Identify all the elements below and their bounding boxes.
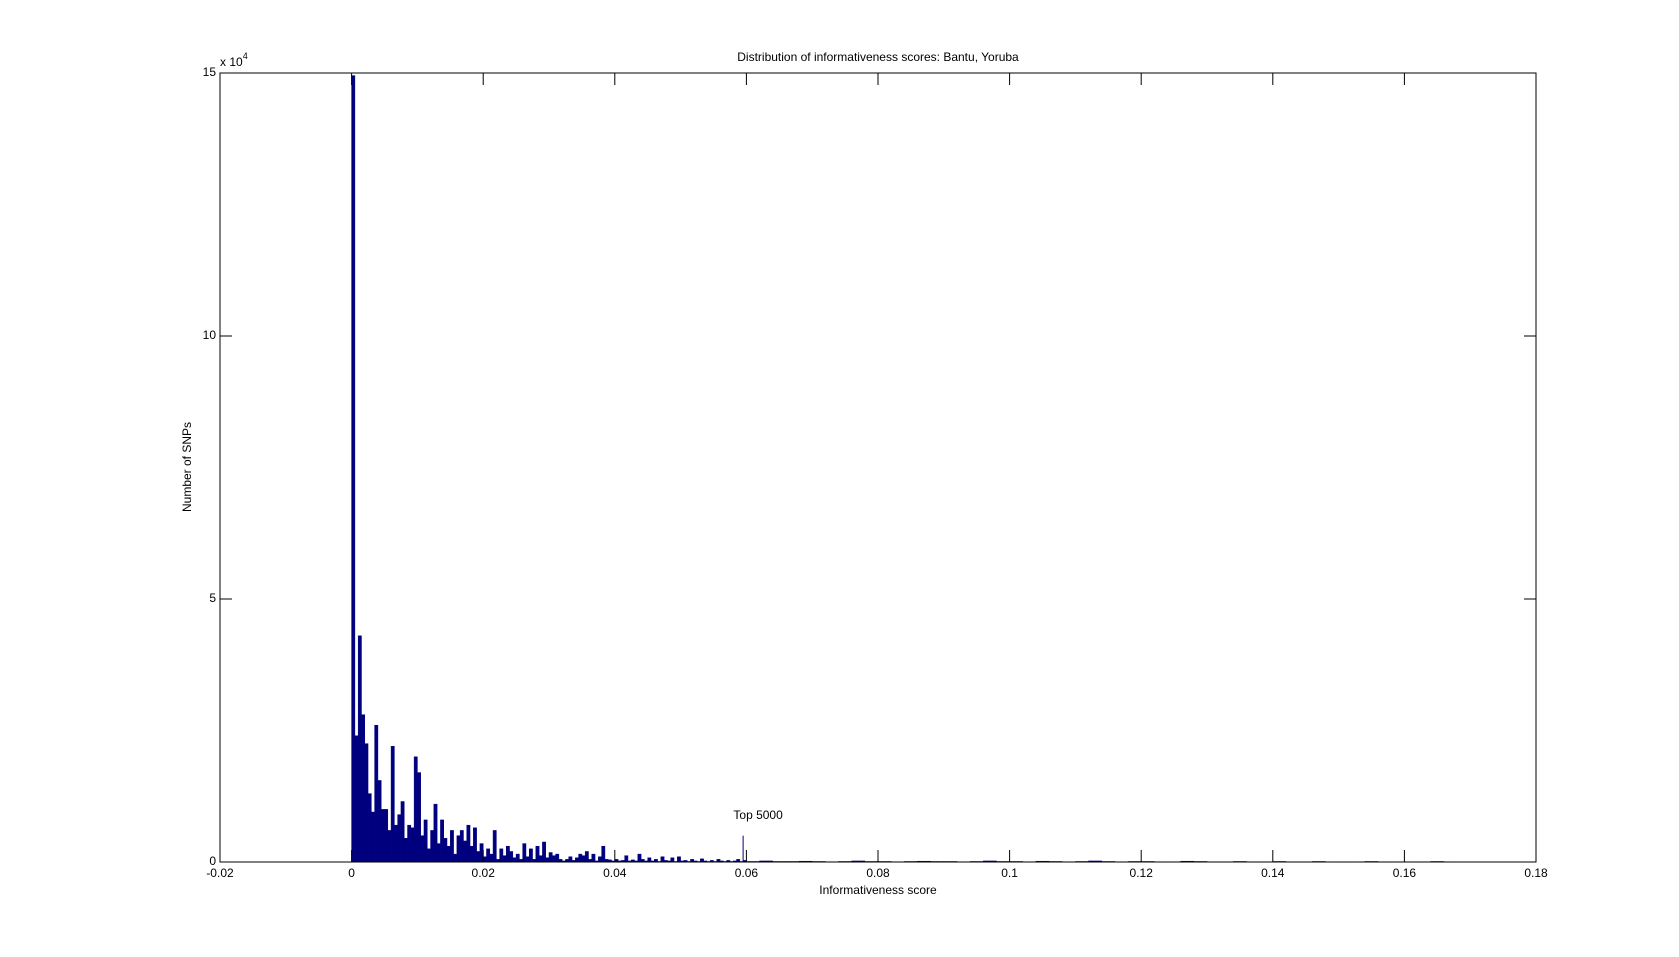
bar bbox=[542, 841, 546, 863]
bar bbox=[548, 852, 553, 863]
bar bbox=[660, 856, 665, 863]
y-tick-label: 5 bbox=[209, 591, 216, 605]
bar bbox=[637, 853, 642, 863]
bar bbox=[677, 856, 681, 863]
bar bbox=[357, 635, 362, 863]
bar bbox=[420, 835, 425, 863]
bar bbox=[552, 855, 556, 863]
bar bbox=[407, 824, 412, 863]
bar bbox=[670, 857, 675, 863]
bar bbox=[377, 780, 382, 863]
bar bbox=[499, 848, 504, 863]
x-tick-label: 0.1 bbox=[1001, 866, 1018, 880]
bar bbox=[476, 851, 481, 863]
y-tick-label: 0 bbox=[209, 854, 216, 868]
bar bbox=[410, 827, 415, 863]
bar bbox=[469, 845, 474, 863]
bar bbox=[502, 855, 507, 863]
bar bbox=[423, 819, 428, 863]
bar bbox=[529, 848, 533, 863]
bar bbox=[450, 830, 454, 863]
bar bbox=[473, 827, 477, 863]
bar bbox=[387, 830, 392, 863]
x-tick-label: 0.04 bbox=[603, 866, 627, 880]
x-tick-label: 0.08 bbox=[866, 866, 890, 880]
bar bbox=[361, 714, 366, 863]
bar bbox=[509, 851, 514, 863]
bar bbox=[433, 803, 438, 863]
bar bbox=[601, 845, 606, 863]
x-tick-label: 0.12 bbox=[1130, 866, 1154, 880]
y-exponent-power: 4 bbox=[243, 51, 248, 61]
x-tick-label: 0 bbox=[348, 866, 355, 880]
bar bbox=[390, 746, 395, 863]
bar bbox=[598, 856, 602, 863]
x-tick-label: 0.06 bbox=[735, 866, 759, 880]
bar bbox=[647, 857, 652, 863]
bar bbox=[575, 857, 579, 863]
bar bbox=[581, 855, 586, 863]
bar bbox=[584, 851, 589, 863]
chart-title: Distribution of informativeness scores: … bbox=[737, 50, 1019, 64]
y-tick-label: 10 bbox=[203, 328, 217, 342]
bar bbox=[384, 809, 389, 863]
bar bbox=[440, 819, 444, 863]
axes-box bbox=[219, 72, 1537, 863]
x-tick-label: 0.16 bbox=[1393, 866, 1417, 880]
bar bbox=[403, 838, 408, 863]
x-tick-label: 0.14 bbox=[1261, 866, 1285, 880]
bar bbox=[545, 857, 550, 863]
bar bbox=[443, 838, 448, 863]
y-tick-label: 15 bbox=[203, 65, 217, 79]
bar bbox=[624, 855, 629, 863]
bar bbox=[525, 856, 530, 863]
bar bbox=[427, 848, 431, 863]
x-tick-label: 0.18 bbox=[1524, 866, 1548, 880]
bar bbox=[568, 856, 573, 863]
x-axis-label: Informativeness score bbox=[819, 883, 937, 897]
bar bbox=[374, 724, 379, 863]
bar bbox=[456, 835, 461, 863]
bar bbox=[371, 811, 375, 863]
bar bbox=[555, 853, 560, 863]
bar bbox=[354, 735, 359, 863]
bar bbox=[446, 845, 451, 863]
bar bbox=[397, 814, 402, 863]
bar bbox=[515, 853, 520, 863]
annotation-text: Top 5000 bbox=[733, 808, 783, 822]
bar bbox=[394, 824, 398, 863]
bar bbox=[367, 793, 372, 863]
bar bbox=[466, 824, 471, 863]
bar bbox=[351, 75, 356, 863]
bar bbox=[413, 756, 418, 863]
bar bbox=[430, 830, 435, 863]
bar bbox=[436, 843, 441, 863]
bar bbox=[417, 772, 421, 863]
bar bbox=[486, 848, 491, 863]
bar bbox=[459, 830, 464, 863]
bar bbox=[380, 809, 385, 863]
bar bbox=[364, 743, 369, 863]
bar bbox=[535, 845, 540, 863]
bar bbox=[512, 857, 517, 863]
bar bbox=[522, 843, 527, 863]
bar bbox=[400, 801, 405, 863]
bar bbox=[489, 853, 494, 863]
bar bbox=[591, 853, 596, 863]
bar bbox=[492, 830, 497, 863]
y-exponent-base: x 10 bbox=[220, 55, 243, 69]
bar bbox=[453, 853, 458, 863]
bar bbox=[505, 845, 510, 863]
bar bbox=[463, 840, 467, 863]
y-exponent: x 104 bbox=[220, 51, 248, 69]
y-axis-label: Number of SNPs bbox=[180, 422, 194, 512]
x-tick-label: 0.02 bbox=[472, 866, 496, 880]
bar bbox=[578, 853, 583, 863]
x-tick-label: -0.02 bbox=[206, 866, 234, 880]
bar bbox=[538, 855, 543, 863]
